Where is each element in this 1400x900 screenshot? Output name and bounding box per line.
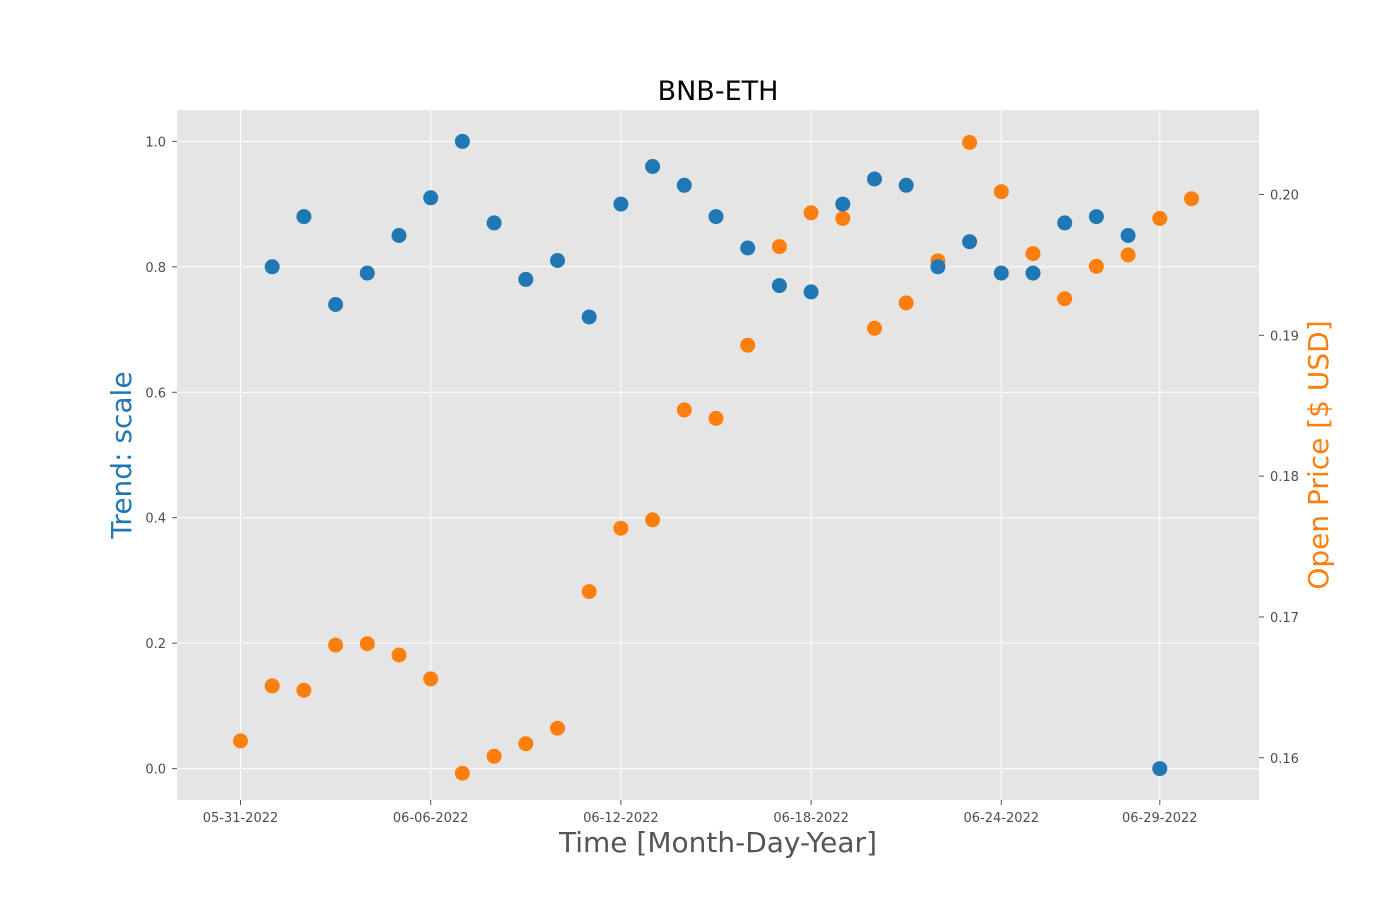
trend-point [993, 265, 1009, 281]
price-point [328, 637, 344, 653]
price-point [962, 134, 978, 150]
price-point [1057, 291, 1073, 307]
plot-area [177, 110, 1259, 800]
right-y-tick-label: 0.17 [1270, 611, 1299, 626]
trend-point [898, 177, 914, 193]
right-y-tick-label: 0.16 [1270, 752, 1299, 767]
x-tick-label: 06-18-2022 [773, 811, 849, 826]
chart-title: BNB-ETH [658, 76, 779, 107]
trend-point [930, 259, 946, 275]
price-point [771, 239, 787, 255]
trend-point [581, 309, 597, 325]
price-point [1152, 210, 1168, 226]
trend-point [803, 284, 819, 300]
trend-point [486, 215, 502, 231]
trend-point [1057, 215, 1073, 231]
trend-point [708, 209, 724, 225]
price-point [645, 512, 661, 528]
price-point [1120, 247, 1136, 263]
axis-ticks: 05-31-2022 06-06-2022 06-12-2022 06-18-2022… [145, 135, 1299, 826]
price-point [835, 210, 851, 226]
price-point [550, 720, 565, 736]
trend-point [359, 265, 375, 281]
x-tick-label: 06-06-2022 [393, 811, 469, 826]
trend-point [423, 190, 439, 206]
trend-point [518, 271, 534, 287]
price-point [993, 184, 1009, 200]
trend-point [867, 171, 882, 187]
data-points [233, 133, 1199, 781]
trend-point [771, 278, 787, 294]
trend-point [676, 177, 692, 193]
price-point [898, 295, 914, 311]
right-y-axis-label: Open Price [$ USD] [1302, 320, 1335, 589]
price-point [1088, 258, 1104, 274]
price-point [518, 736, 534, 752]
price-point [264, 678, 280, 694]
price-point [740, 337, 756, 353]
price-point [613, 520, 629, 536]
left-y-tick-label: 0.6 [145, 386, 166, 401]
trend-point [1120, 228, 1136, 243]
price-point [454, 765, 470, 781]
x-tick-label: 06-12-2022 [583, 811, 659, 826]
right-y-tick-label: 0.18 [1270, 470, 1299, 485]
x-tick-label: 05-31-2022 [203, 811, 279, 826]
trend-point [645, 159, 661, 174]
x-axis-label: Time [Month-Day-Year] [558, 826, 877, 859]
price-point [676, 402, 692, 418]
price-point [359, 636, 375, 652]
trend-point [962, 234, 978, 250]
price-point [708, 410, 724, 426]
grid-lines [177, 110, 1259, 800]
trend-point [296, 209, 312, 225]
price-point [581, 584, 597, 600]
x-tick-label: 06-24-2022 [964, 811, 1040, 826]
trend-point [740, 240, 756, 256]
trend-point [613, 196, 629, 212]
right-y-tick-label: 0.19 [1270, 329, 1299, 344]
left-y-axis-label: Trend: scale [105, 371, 138, 539]
trend-point [835, 196, 851, 212]
price-point [233, 733, 248, 749]
trend-point [391, 228, 407, 243]
trend-point [550, 253, 565, 268]
trend-point [1025, 265, 1041, 281]
price-point [423, 671, 439, 687]
price-point [296, 682, 312, 698]
trend-point [264, 259, 280, 275]
left-y-tick-label: 0.8 [145, 261, 166, 276]
trend-point [1152, 761, 1168, 777]
trend-point [454, 133, 470, 149]
price-point [391, 647, 407, 663]
left-y-tick-label: 1.0 [145, 135, 166, 150]
price-point [1025, 246, 1041, 262]
trend-point [1088, 209, 1104, 225]
left-y-tick-label: 0.2 [145, 637, 166, 652]
left-y-tick-label: 0.0 [145, 763, 166, 778]
price-point [1184, 191, 1199, 207]
price-point [867, 320, 882, 336]
x-tick-label: 06-29-2022 [1122, 811, 1198, 826]
trend-point [328, 297, 344, 312]
price-point [486, 748, 502, 764]
right-y-tick-label: 0.20 [1270, 188, 1299, 203]
left-y-tick-label: 0.4 [145, 512, 166, 527]
price-point [803, 205, 819, 221]
